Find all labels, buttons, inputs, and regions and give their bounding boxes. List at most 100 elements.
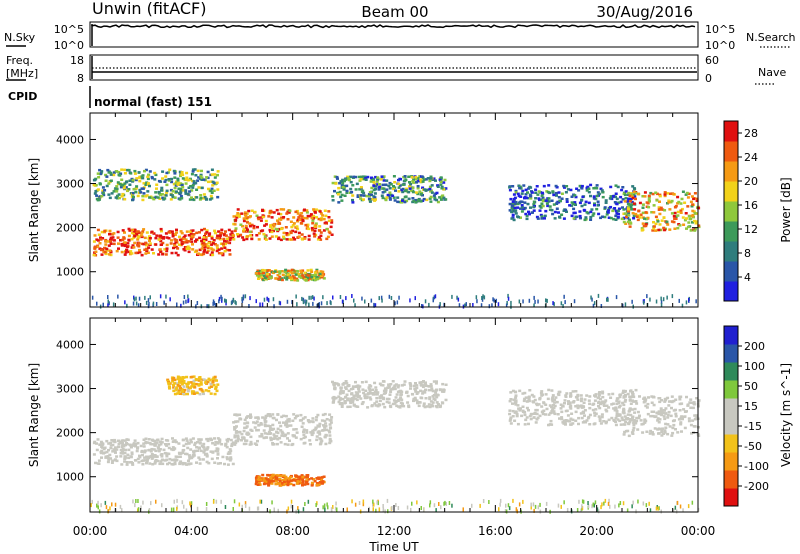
- echo-cell: [593, 203, 596, 207]
- noise-cell: [658, 506, 660, 511]
- echo-cell: [527, 210, 530, 214]
- echo-cell: [349, 397, 353, 401]
- echo-cell: [555, 400, 559, 404]
- echo-cell: [397, 190, 401, 193]
- echo-cell: [198, 231, 201, 234]
- echo-cell: [340, 390, 343, 394]
- echo-cell: [649, 191, 653, 195]
- echo-cell: [123, 182, 127, 185]
- echo-cell: [583, 409, 587, 412]
- echo-cell: [408, 187, 412, 190]
- echo-cell: [416, 192, 420, 196]
- echo-cell: [299, 413, 303, 417]
- echo-cell: [165, 249, 169, 253]
- echo-cell: [425, 405, 429, 408]
- echo-cell: [424, 381, 427, 384]
- echo-cell: [580, 406, 584, 409]
- echo-cell: [548, 205, 552, 208]
- noise-cell: [423, 507, 425, 512]
- echo-cell: [126, 453, 130, 457]
- echo-cell: [565, 210, 568, 213]
- echo-cell: [285, 232, 289, 235]
- echo-cell: [297, 475, 301, 479]
- echo-cell: [242, 230, 245, 233]
- echo-cell: [407, 175, 411, 178]
- echo-cell: [660, 434, 664, 437]
- echo-cell: [624, 420, 628, 424]
- echo-cell: [363, 175, 367, 178]
- echo-cell: [313, 271, 317, 274]
- echo-cell: [597, 404, 600, 408]
- noise-cell: [604, 498, 607, 503]
- echo-cell: [623, 400, 627, 403]
- echo-cell: [277, 474, 281, 477]
- echo-cell: [691, 419, 695, 422]
- echo-cell: [283, 276, 287, 279]
- echo-cell: [246, 421, 250, 425]
- echo-cell: [244, 213, 248, 216]
- echo-cell: [165, 247, 169, 250]
- echo-cell: [407, 197, 411, 201]
- echo-cell: [305, 275, 309, 278]
- echo-cell: [179, 460, 183, 463]
- echo-cell: [188, 457, 192, 460]
- noise-cell: [645, 503, 648, 508]
- echo-cell: [141, 187, 145, 190]
- echo-cell: [165, 455, 169, 458]
- echo-cell: [676, 431, 680, 434]
- echo-cell: [641, 195, 645, 198]
- echo-cell: [138, 176, 141, 179]
- echo-cell: [620, 416, 624, 419]
- echo-cell: [127, 456, 131, 460]
- echo-cell: [431, 404, 435, 408]
- noise-cell: [176, 302, 178, 307]
- echo-cell: [134, 442, 138, 446]
- echo-cell: [157, 238, 161, 241]
- echo-cell: [305, 209, 309, 212]
- echo-cell: [330, 221, 334, 224]
- echo-cell: [325, 237, 329, 241]
- noise-cell: [272, 297, 275, 302]
- echo-cell: [351, 184, 355, 187]
- nave-tick-low: 0: [705, 72, 712, 85]
- echo-cell: [340, 193, 344, 197]
- echo-cell: [627, 191, 631, 195]
- echo-cell: [129, 250, 133, 253]
- noise-cell: [432, 298, 434, 303]
- echo-cell: [333, 175, 337, 178]
- echo-cell: [175, 382, 179, 385]
- echo-cell: [235, 425, 238, 428]
- echo-cell: [631, 399, 634, 402]
- echo-cell: [611, 195, 615, 198]
- echo-cell: [305, 429, 309, 432]
- echo-cell: [378, 185, 382, 189]
- echo-cell: [177, 389, 181, 393]
- echo-cell: [298, 218, 302, 222]
- noise-cell: [624, 302, 627, 307]
- echo-cell: [351, 201, 355, 204]
- echo-cell: [127, 168, 131, 172]
- echo-cell: [368, 191, 372, 194]
- echo-cell: [541, 412, 545, 416]
- echo-cell: [535, 402, 539, 406]
- echo-cell: [143, 449, 147, 452]
- echo-cell: [343, 179, 346, 183]
- echo-cell: [440, 401, 444, 404]
- echo-cell: [287, 478, 291, 481]
- echo-cell: [539, 206, 543, 209]
- echo-cell: [434, 391, 438, 394]
- noise-cell: [434, 294, 437, 299]
- echo-cell: [288, 209, 292, 213]
- echo-cell: [146, 441, 150, 444]
- echo-cell: [430, 403, 434, 407]
- echo-cell: [320, 216, 324, 220]
- echo-cell: [186, 446, 190, 450]
- echo-cell: [694, 220, 698, 223]
- noise-cell: [148, 302, 150, 306]
- echo-cell: [678, 409, 682, 412]
- colorbar-segment: [724, 488, 738, 507]
- echo-cell: [187, 247, 191, 250]
- echo-cell: [554, 396, 558, 399]
- echo-cell: [546, 190, 550, 194]
- echo-cell: [531, 400, 535, 403]
